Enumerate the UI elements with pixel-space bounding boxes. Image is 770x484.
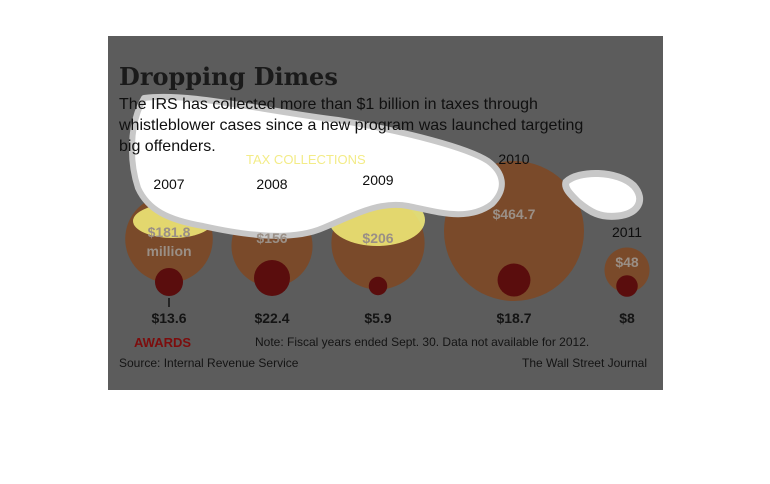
year-label-2009: 2009 <box>362 172 393 188</box>
awards-label: AWARDS <box>134 335 191 350</box>
collection-value-2010: $464.7 <box>493 206 536 222</box>
tax-collections-label: TAX COLLECTIONS <box>246 152 366 167</box>
collection-value-2007-unit: million <box>146 243 191 259</box>
award-value-2008: $22.4 <box>254 310 289 326</box>
collection-value-2011: $48 <box>615 254 639 270</box>
award-bubble-2008 <box>254 260 290 296</box>
year-label-2007: 2007 <box>153 176 184 192</box>
source-note: Source: Internal Revenue Service <box>119 356 299 370</box>
annotation-highlight-region <box>129 93 505 239</box>
award-value-2007: $13.6 <box>151 310 186 326</box>
chart-subtitle-line-3: big offenders. <box>119 138 216 155</box>
collection-value-2008: $156 <box>256 230 287 246</box>
annotation-loop <box>562 169 643 220</box>
award-bubble-2009 <box>368 276 388 296</box>
chart-subtitle-line-1: The IRS has collected more than $1 billi… <box>119 96 538 113</box>
chart-subtitle-line-2: whistleblower cases since a new program … <box>118 117 583 134</box>
chart-title: Dropping Dimes <box>119 62 338 91</box>
footnote: Note: Fiscal years ended Sept. 30. Data … <box>255 335 589 349</box>
award-value-2009: $5.9 <box>364 310 391 326</box>
year-label-2008: 2008 <box>256 176 287 192</box>
chart-figure: Dropping Dimes The IRS has collected mor… <box>108 36 663 390</box>
collection-value-2009: $206 <box>362 230 393 246</box>
award-value-2010: $18.7 <box>496 310 531 326</box>
year-label-2011: 2011 <box>612 224 642 240</box>
collection-value-2007: $181.8 <box>148 224 191 240</box>
award-bubble-2010 <box>497 263 531 297</box>
award-value-2011: $8 <box>619 310 635 326</box>
collection-bubble-2011 <box>604 247 650 293</box>
award-bubble-2011 <box>616 275 638 297</box>
award-bubble-2007 <box>154 267 184 297</box>
publisher-credit: The Wall Street Journal <box>522 356 647 370</box>
year-label-2010: 2010 <box>498 151 529 167</box>
